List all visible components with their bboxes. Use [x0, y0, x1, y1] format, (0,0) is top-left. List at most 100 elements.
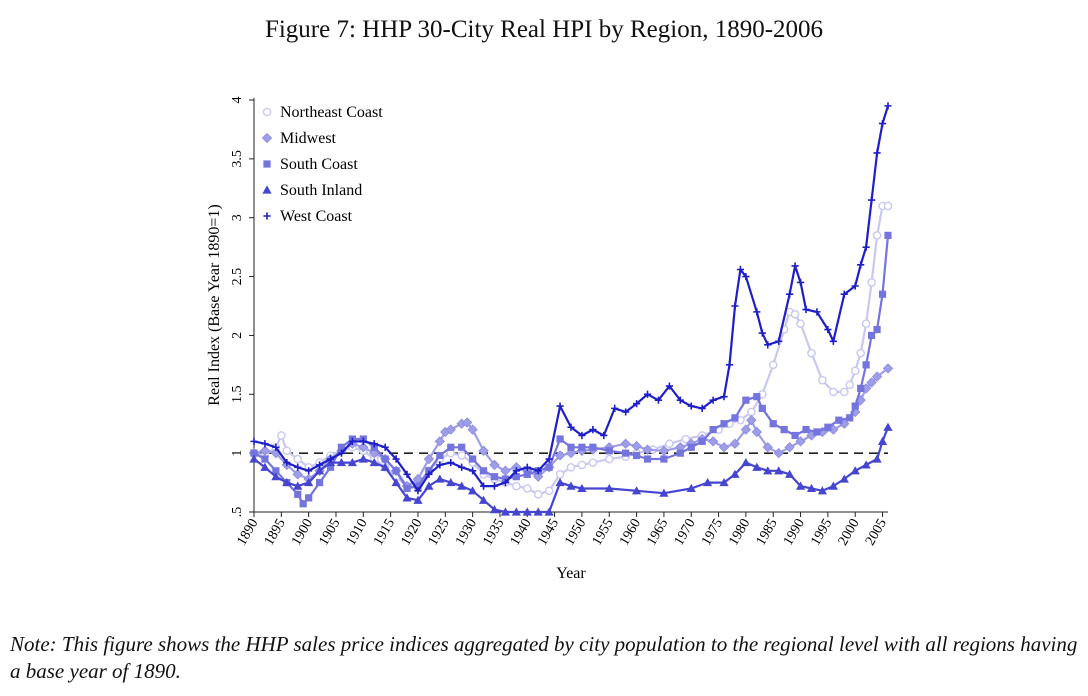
- data-point-northeast-coast: [577, 460, 587, 470]
- data-point-south-inland: [861, 460, 871, 469]
- x-tick-label: 1905: [316, 517, 343, 549]
- data-point-west-coast: [305, 467, 313, 475]
- data-point-west-coast: [283, 458, 291, 467]
- data-point-northeast-coast: [282, 446, 292, 456]
- y-tick-label: 2: [230, 332, 245, 339]
- x-tick-label: 1915: [371, 517, 398, 549]
- data-point-midwest: [746, 415, 757, 426]
- x-tick-label: 1900: [289, 517, 316, 549]
- data-point-northeast-coast: [747, 407, 756, 417]
- data-point-west-coast: [425, 470, 433, 478]
- data-point-northeast-coast: [533, 490, 543, 499]
- data-point-south-inland: [249, 454, 259, 463]
- data-point-midwest: [461, 417, 473, 428]
- data-point-south-inland: [402, 493, 412, 502]
- data-point-south-inland: [877, 436, 888, 445]
- data-point-midwest: [467, 424, 478, 435]
- data-point-south-coast: [846, 414, 854, 422]
- data-point-south-inland: [883, 422, 893, 431]
- data-point-south-coast: [698, 437, 706, 445]
- data-point-west-coast: [764, 341, 772, 349]
- data-point-west-coast: [261, 440, 269, 448]
- data-point-south-inland: [555, 477, 565, 487]
- data-point-west-coast: [622, 408, 630, 416]
- data-point-south-inland: [413, 495, 423, 504]
- data-point-south-coast: [272, 467, 280, 475]
- data-point-south-coast: [337, 443, 346, 451]
- data-point-midwest: [423, 453, 435, 465]
- legend-marker-south-coast: [263, 160, 271, 168]
- data-point-south-coast: [261, 455, 269, 463]
- x-tick-label: 1955: [590, 517, 617, 549]
- data-point-west-coast: [840, 290, 848, 298]
- y-tick-label: 1: [230, 450, 245, 457]
- data-point-west-coast: [654, 396, 663, 404]
- data-point-midwest: [620, 438, 631, 449]
- x-tick-label: 1925: [426, 517, 453, 549]
- x-tick-label: 1975: [699, 517, 726, 549]
- data-point-west-coast: [436, 461, 444, 469]
- data-point-northeast-coast: [522, 484, 532, 493]
- data-point-northeast-coast: [604, 454, 614, 464]
- data-point-south-coast: [605, 447, 613, 455]
- data-point-south-inland: [435, 474, 445, 483]
- data-point-midwest: [729, 438, 741, 449]
- data-point-south-inland: [785, 469, 795, 478]
- data-point-west-coast: [512, 467, 520, 475]
- data-point-south-inland: [424, 481, 434, 490]
- data-point-northeast-coast: [293, 454, 303, 464]
- data-point-west-coast: [786, 290, 794, 298]
- legend-item-northeast-coast: Northeast Coast: [262, 104, 383, 121]
- data-point-south-coast: [758, 404, 766, 413]
- data-point-south-inland: [703, 477, 713, 487]
- data-point-south-inland: [522, 507, 532, 516]
- data-point-west-coast: [791, 262, 799, 270]
- data-point-south-coast: [523, 470, 531, 478]
- data-point-northeast-coast: [845, 380, 855, 390]
- data-point-south-inland: [719, 477, 729, 487]
- data-point-south-inland: [369, 457, 379, 467]
- data-point-south-coast: [873, 325, 881, 334]
- data-point-south-coast: [742, 396, 750, 404]
- legend-item-west-coast: West Coast: [263, 208, 353, 225]
- data-point-south-inland: [380, 462, 390, 471]
- data-point-south-coast: [447, 443, 455, 451]
- data-point-south-coast: [660, 455, 668, 463]
- data-point-south-inland: [577, 483, 587, 493]
- data-point-south-inland: [358, 454, 368, 463]
- data-point-south-inland: [533, 507, 543, 516]
- data-point-south-coast: [479, 467, 488, 475]
- data-point-northeast-coast: [807, 348, 816, 358]
- data-point-midwest: [434, 436, 445, 447]
- data-point-midwest: [866, 377, 877, 388]
- legend-label-south-coast: South Coast: [280, 156, 358, 173]
- chart-series: [248, 102, 894, 516]
- data-point-midwest: [358, 442, 369, 453]
- data-point-south-inland: [489, 505, 500, 514]
- data-point-northeast-coast: [850, 366, 860, 376]
- legend-label-northeast-coast: Northeast Coast: [280, 104, 383, 121]
- x-tick-label: 1935: [480, 517, 507, 549]
- data-point-midwest: [642, 444, 653, 455]
- data-point-south-coast: [458, 443, 466, 451]
- data-point-northeast-coast: [867, 278, 876, 287]
- data-point-midwest: [489, 459, 500, 471]
- data-point-south-inland: [872, 454, 882, 463]
- legend-label-south-inland: South Inland: [280, 182, 362, 199]
- data-point-south-inland: [446, 477, 456, 487]
- data-point-west-coast: [556, 402, 564, 410]
- data-point-south-inland: [850, 466, 860, 475]
- x-axis-label: Year: [556, 565, 586, 582]
- data-point-south-coast: [676, 449, 684, 457]
- data-point-midwest: [740, 424, 752, 435]
- data-point-west-coast: [534, 467, 542, 475]
- data-point-west-coast: [326, 455, 335, 463]
- data-point-west-coast: [414, 487, 422, 495]
- x-tick-label: 1910: [344, 517, 371, 549]
- data-point-south-coast: [567, 443, 575, 451]
- x-tick-label: 1890: [234, 517, 261, 549]
- data-point-west-coast: [611, 404, 619, 413]
- data-point-midwest: [795, 436, 806, 447]
- data-point-south-coast: [687, 443, 695, 451]
